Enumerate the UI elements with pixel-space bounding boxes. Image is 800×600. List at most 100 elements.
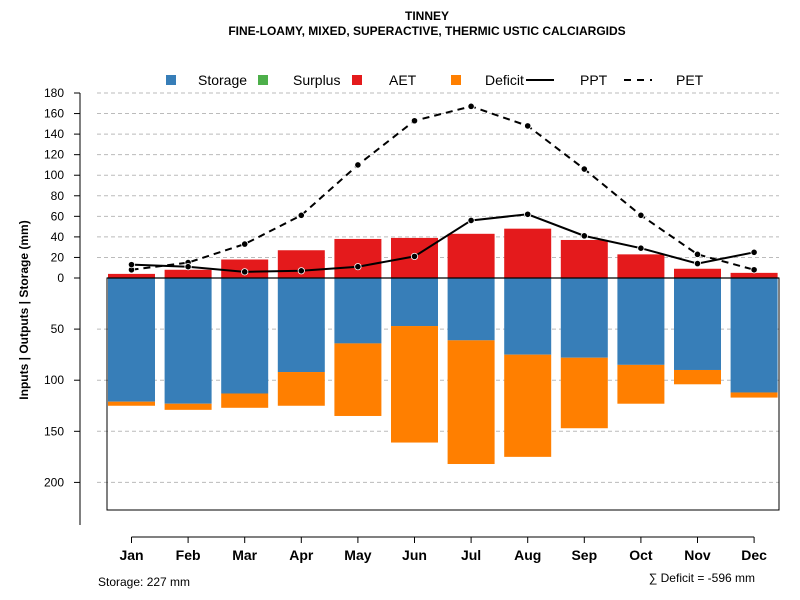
legend-swatch: [166, 75, 176, 85]
storage-bar: [730, 278, 778, 393]
pet-point: [637, 211, 645, 219]
storage-bar: [221, 278, 269, 394]
storage-bar: [560, 278, 608, 358]
aet-bar: [674, 268, 721, 278]
aet-bar: [164, 269, 212, 278]
ppt-point: [297, 267, 305, 275]
x-tick-label: Sep: [571, 547, 597, 563]
deficit-bar: [447, 340, 495, 465]
ppt-point: [750, 248, 758, 256]
legend-swatch: [352, 75, 362, 85]
storage-bar: [447, 278, 495, 341]
legend-label: Deficit: [485, 72, 524, 88]
y-tick-label: 200: [44, 475, 64, 489]
storage-bar: [391, 278, 438, 327]
deficit-bar: [221, 393, 269, 408]
x-tick-label: Oct: [629, 547, 653, 563]
aet-bar: [447, 233, 495, 278]
storage-bar: [617, 278, 665, 365]
y-tick-label: 60: [51, 209, 65, 223]
aet-bar: [108, 273, 155, 278]
y-axis-label: Inputs | Outputs | Storage (mm): [17, 220, 31, 399]
x-tick-label: May: [344, 547, 371, 563]
ppt-point: [580, 232, 588, 240]
deficit-bar: [560, 357, 608, 429]
bars: [108, 228, 778, 465]
ppt-line: [131, 213, 755, 273]
deficit-bar: [164, 403, 212, 410]
x-tick-label: Mar: [232, 547, 257, 563]
pet-point: [693, 250, 702, 258]
storage-bar: [674, 278, 721, 370]
pet-point: [410, 117, 419, 125]
series-lines: [127, 102, 758, 276]
y-tick-label: 180: [44, 86, 64, 100]
deficit-bar: [277, 372, 325, 406]
ppt-point: [524, 210, 532, 218]
pet-point: [467, 102, 475, 110]
x-tick-label: Feb: [176, 547, 201, 563]
x-tick-label: Apr: [289, 547, 314, 563]
legend-label: PPT: [580, 72, 608, 88]
y-tick-label: 160: [44, 107, 64, 121]
y-tick-label: 20: [51, 250, 65, 264]
y-tick-label: 0: [57, 271, 64, 285]
aet-bar: [334, 238, 382, 278]
storage-bar: [504, 278, 552, 355]
aet-bar: [560, 239, 608, 278]
chart-subtitle: FINE-LOAMY, MIXED, SUPERACTIVE, THERMIC …: [228, 24, 625, 38]
x-tick-label: Dec: [741, 547, 767, 563]
aet-bar: [617, 254, 665, 278]
ppt-point: [693, 260, 702, 268]
pet-point: [750, 266, 758, 274]
y-tick-label: 100: [44, 168, 64, 182]
storage-bar: [164, 278, 212, 404]
deficit-bar: [391, 326, 438, 443]
chart-title: TINNEY: [405, 9, 449, 23]
y-tick-label: 100: [44, 373, 64, 387]
legend-label: PET: [676, 72, 704, 88]
legend-label: AET: [389, 72, 417, 88]
plot-frame: [106, 277, 780, 511]
y-tick-label: 40: [51, 230, 65, 244]
deficit-bar: [334, 343, 382, 416]
x-tick-label: Jul: [461, 547, 481, 563]
ppt-point: [354, 263, 362, 271]
deficit-bar: [504, 354, 552, 457]
legend-swatch: [451, 75, 461, 85]
x-tick-label: Jan: [119, 547, 143, 563]
legend-label: Storage: [198, 72, 247, 88]
deficit-bar: [617, 364, 665, 404]
deficit-total-label: ∑ Deficit = -596 mm: [649, 571, 755, 585]
x-tick-label: Aug: [514, 547, 541, 563]
pet-point: [241, 240, 249, 248]
storage-bar: [108, 278, 155, 402]
y-tick-label: 50: [51, 322, 65, 336]
pet-point: [524, 122, 532, 130]
ppt-point: [467, 216, 475, 225]
deficit-bar: [674, 369, 721, 385]
pet-point: [354, 161, 362, 169]
y-tick-label: 150: [44, 424, 64, 438]
ppt-point: [637, 244, 645, 252]
pet-point: [580, 165, 588, 173]
pet-point: [297, 211, 305, 219]
aet-bar: [730, 272, 778, 278]
storage-bar: [277, 278, 325, 373]
ppt-point: [410, 252, 419, 261]
y-tick-label: 120: [44, 148, 64, 162]
storage-capacity-label: Storage: 227 mm: [98, 575, 190, 589]
legend: Storage Surplus AET Deficit PPT PET: [166, 72, 704, 88]
legend-label: Surplus: [293, 72, 340, 88]
ppt-point: [184, 263, 192, 271]
ppt-point: [241, 268, 249, 276]
y-tick-label: 140: [44, 127, 64, 141]
deficit-bar: [108, 401, 155, 406]
legend-swatch: [258, 75, 268, 85]
aet-bar: [504, 228, 552, 278]
y-tick-label: 80: [51, 189, 65, 203]
storage-bar: [334, 278, 382, 344]
x-tick-label: Jun: [402, 547, 427, 563]
